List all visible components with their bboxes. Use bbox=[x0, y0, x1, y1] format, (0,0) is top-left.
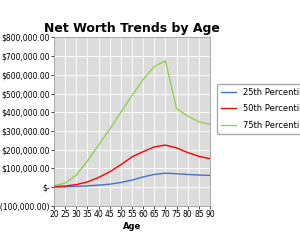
50th Percentile bbox=[85, 181, 89, 183]
50th Percentile bbox=[164, 144, 167, 146]
25th Percentile bbox=[164, 172, 167, 175]
25th Percentile bbox=[119, 181, 123, 184]
75th Percentile bbox=[108, 128, 112, 131]
75th Percentile bbox=[186, 115, 190, 117]
75th Percentile bbox=[141, 78, 145, 81]
25th Percentile bbox=[97, 184, 101, 186]
25th Percentile bbox=[52, 186, 56, 188]
50th Percentile bbox=[97, 176, 101, 179]
50th Percentile bbox=[108, 170, 112, 173]
75th Percentile bbox=[152, 65, 156, 68]
25th Percentile bbox=[186, 173, 190, 176]
50th Percentile bbox=[141, 150, 145, 153]
50th Percentile bbox=[119, 163, 123, 166]
25th Percentile bbox=[141, 176, 145, 178]
50th Percentile bbox=[63, 185, 67, 187]
50th Percentile bbox=[152, 146, 156, 148]
25th Percentile bbox=[197, 174, 201, 176]
75th Percentile bbox=[97, 144, 101, 146]
25th Percentile bbox=[74, 185, 78, 188]
Line: 25th Percentile: 25th Percentile bbox=[54, 173, 210, 187]
50th Percentile bbox=[130, 155, 134, 158]
50th Percentile bbox=[208, 157, 212, 160]
75th Percentile bbox=[130, 94, 134, 97]
25th Percentile bbox=[63, 185, 67, 188]
Legend: 25th Percentile, 50th Percentile, 75th Percentile: 25th Percentile, 50th Percentile, 75th P… bbox=[217, 84, 300, 134]
75th Percentile bbox=[52, 184, 56, 187]
50th Percentile bbox=[186, 151, 190, 154]
75th Percentile bbox=[164, 59, 167, 62]
Line: 75th Percentile: 75th Percentile bbox=[54, 61, 210, 186]
50th Percentile bbox=[74, 183, 78, 186]
50th Percentile bbox=[175, 146, 178, 149]
25th Percentile bbox=[130, 179, 134, 182]
50th Percentile bbox=[52, 185, 56, 188]
25th Percentile bbox=[108, 183, 112, 186]
25th Percentile bbox=[85, 184, 89, 187]
75th Percentile bbox=[63, 182, 67, 184]
75th Percentile bbox=[197, 120, 201, 123]
25th Percentile bbox=[152, 173, 156, 176]
50th Percentile bbox=[197, 155, 201, 158]
75th Percentile bbox=[175, 107, 178, 110]
Title: Net Worth Trends by Age: Net Worth Trends by Age bbox=[44, 22, 220, 35]
75th Percentile bbox=[74, 174, 78, 176]
75th Percentile bbox=[85, 160, 89, 162]
75th Percentile bbox=[208, 123, 212, 126]
Line: 50th Percentile: 50th Percentile bbox=[54, 145, 210, 187]
25th Percentile bbox=[208, 174, 212, 177]
X-axis label: Age: Age bbox=[123, 222, 141, 231]
75th Percentile bbox=[119, 111, 123, 114]
25th Percentile bbox=[175, 172, 178, 175]
